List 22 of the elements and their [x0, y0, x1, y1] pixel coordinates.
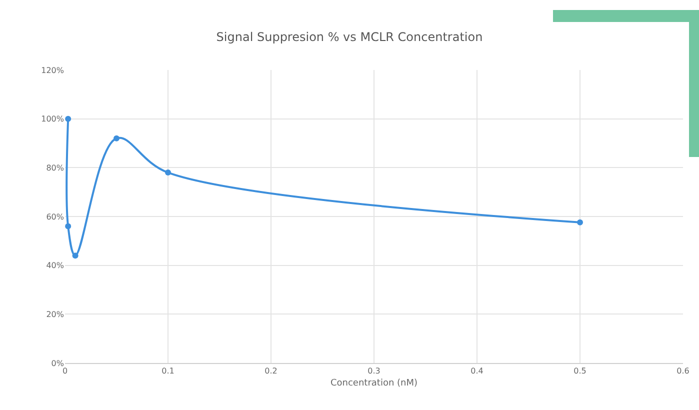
- x-tick-label: 0.3: [368, 366, 380, 376]
- y-tick-label: 40%: [46, 261, 64, 270]
- y-tick-label: 100%: [41, 114, 64, 124]
- point: [114, 135, 120, 142]
- point: [72, 252, 78, 259]
- y-tick-label: 120%: [41, 66, 64, 75]
- x-tick-label: 0.2: [264, 366, 278, 376]
- point: [165, 170, 171, 176]
- x-axis-title: Concentration (nM): [330, 378, 418, 388]
- point: [65, 223, 72, 230]
- y-tick-label: 20%: [46, 310, 64, 319]
- y-tick-label: 60%: [46, 212, 64, 222]
- point: [65, 116, 72, 122]
- point: [577, 219, 583, 226]
- x-tick-label: 0.5: [574, 366, 586, 376]
- x-tick-label: 0.4: [470, 366, 484, 376]
- x-tick-label: 0.1: [162, 366, 174, 376]
- y-tick-label: 0%: [51, 358, 64, 368]
- chart-title: Signal Suppresion % vs MCLR Concentration: [216, 30, 483, 44]
- x-tick-label: 0.6: [676, 366, 690, 376]
- x-tick-label: 0: [62, 366, 68, 376]
- y-tick-label: 80%: [46, 163, 64, 172]
